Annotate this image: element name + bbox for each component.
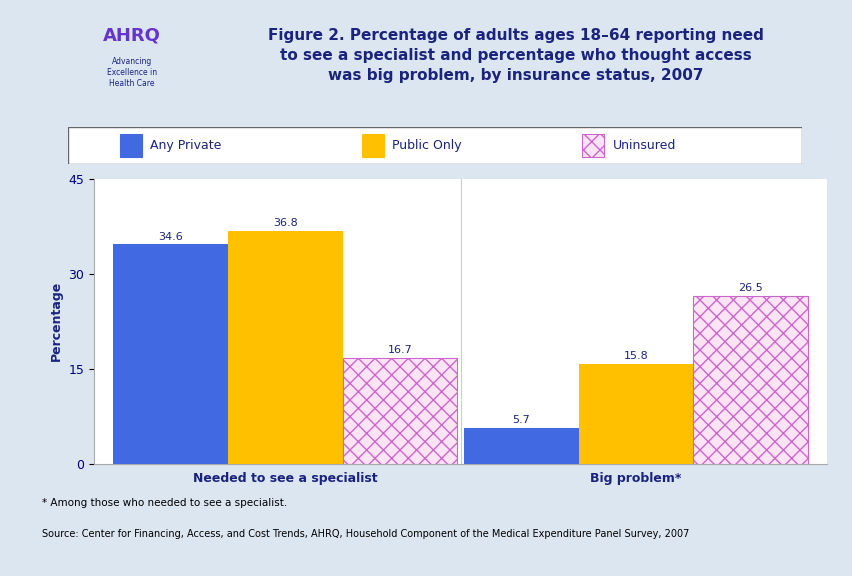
Text: Source: Center for Financing, Access, and Cost Trends, AHRQ, Household Component: Source: Center for Financing, Access, an… xyxy=(42,529,688,539)
Text: 36.8: 36.8 xyxy=(273,218,297,228)
Text: Advancing
Excellence in
Health Care: Advancing Excellence in Health Care xyxy=(107,57,157,88)
Text: 34.6: 34.6 xyxy=(158,232,182,242)
Bar xyxy=(227,230,343,464)
Text: Public Only: Public Only xyxy=(392,139,462,152)
FancyBboxPatch shape xyxy=(119,134,141,157)
Bar xyxy=(578,363,693,464)
FancyBboxPatch shape xyxy=(68,127,801,164)
FancyBboxPatch shape xyxy=(581,134,603,157)
Text: Figure 2. Percentage of adults ages 18–64 reporting need
to see a specialist and: Figure 2. Percentage of adults ages 18–6… xyxy=(268,28,763,83)
Text: Uninsured: Uninsured xyxy=(612,139,675,152)
Text: * Among those who needed to see a specialist.: * Among those who needed to see a specia… xyxy=(42,498,286,507)
Bar xyxy=(112,244,227,464)
Text: 5.7: 5.7 xyxy=(512,415,529,425)
Bar xyxy=(693,296,808,464)
Text: 26.5: 26.5 xyxy=(738,283,763,293)
Text: Any Private: Any Private xyxy=(150,139,222,152)
FancyBboxPatch shape xyxy=(361,134,383,157)
Y-axis label: Percentage: Percentage xyxy=(49,281,62,361)
Text: 15.8: 15.8 xyxy=(623,351,648,361)
Text: AHRQ: AHRQ xyxy=(103,26,161,44)
Text: 16.7: 16.7 xyxy=(387,346,412,355)
Bar xyxy=(463,427,578,464)
Bar xyxy=(343,358,457,464)
